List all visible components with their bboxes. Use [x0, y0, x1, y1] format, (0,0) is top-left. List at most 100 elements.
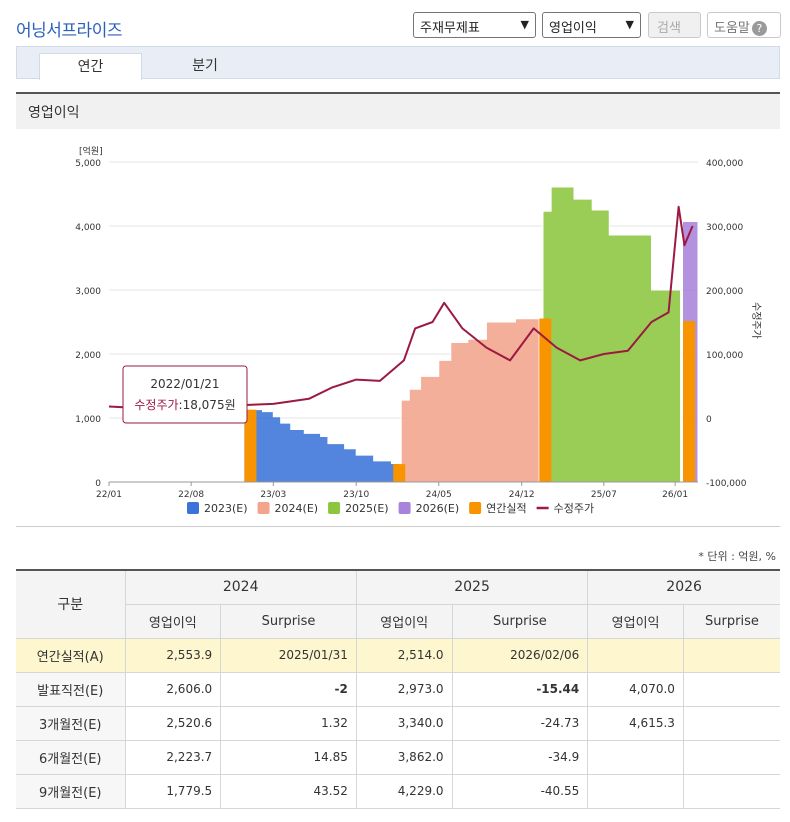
- help-button[interactable]: 도움말?: [707, 12, 781, 38]
- x-tick-label: 25/07: [591, 490, 617, 500]
- surprise-table: 구분 2024 2025 2026 영업이익 Surprise 영업이익 Sur…: [16, 569, 780, 809]
- table-cell: -15.44: [451, 671, 589, 707]
- y-right-tick-label: 0: [706, 415, 712, 425]
- table-cell: [682, 739, 780, 775]
- legend-label: 연간실적: [486, 502, 526, 515]
- table-cell: 2026/02/06: [451, 637, 589, 673]
- table-cell: 4,229.0: [355, 773, 453, 809]
- table-cell: 43.52: [220, 773, 357, 809]
- estimate-area: [542, 186, 682, 483]
- table-cell: [587, 773, 684, 809]
- y-right-tick-label: 200,000: [706, 287, 743, 297]
- table-cell: 3,340.0: [355, 705, 453, 741]
- table-cell: 2,514.0: [355, 637, 453, 673]
- tooltip-label: 수정주가: [134, 398, 178, 412]
- table-cell: [682, 637, 780, 673]
- estimate-area: [243, 409, 400, 483]
- report-type-select[interactable]: 주재무제표 ▼: [413, 12, 536, 38]
- y-right-tick-label: -100,000: [706, 479, 747, 489]
- sub-header: Surprise: [682, 603, 780, 639]
- estimate-area: [400, 316, 540, 483]
- legend-label: 수정주가: [554, 502, 594, 515]
- actual-bar: [244, 409, 257, 482]
- y-left-tick-label: 4,000: [75, 223, 101, 233]
- year-header: 2026: [587, 569, 780, 605]
- sub-header: 영업이익: [587, 603, 684, 639]
- table-cell: 2,520.6: [124, 705, 222, 741]
- table-cell: [587, 637, 684, 673]
- tab-annual[interactable]: 연간: [39, 53, 142, 80]
- y-right-axis-label: 수정주가: [750, 302, 762, 339]
- table-cell: 2,553.9: [124, 637, 222, 673]
- legend-swatch: [187, 502, 199, 514]
- table-row: 9개월전(E) 1,779.5 43.52 4,229.0 -40.55: [16, 773, 780, 809]
- year-header: 2025: [355, 569, 589, 605]
- row-label: 9개월전(E): [16, 773, 126, 809]
- section-title: 영업이익: [16, 92, 780, 129]
- table-cell: 2,223.7: [124, 739, 222, 775]
- table-cell: 3,862.0: [355, 739, 453, 775]
- actual-bar: [683, 321, 696, 482]
- sub-header: Surprise: [451, 603, 589, 639]
- legend-label: 2026(E): [416, 502, 460, 515]
- price-tooltip: [122, 365, 248, 424]
- y-right-tick-label: 100,000: [706, 351, 743, 361]
- y-left-tick-label: 3,000: [75, 287, 101, 297]
- help-icon: ?: [751, 21, 767, 36]
- sub-header: 영업이익: [125, 603, 222, 639]
- report-type-select-value: 주재무제표: [420, 21, 480, 36]
- legend-swatch: [328, 502, 341, 514]
- table-cell: 2025/01/31: [220, 637, 357, 673]
- legend-swatch: [257, 502, 270, 514]
- y-left-unit: [억원]: [79, 145, 103, 157]
- table-cell: [682, 773, 780, 809]
- table-cell: [682, 671, 780, 707]
- legend-swatch: [398, 502, 411, 514]
- row-label: 연간실적(A): [16, 637, 126, 673]
- x-tick-label: 23/03: [260, 490, 286, 500]
- y-right-tick-label: 400,000: [706, 159, 743, 169]
- legend-label: 2025(E): [345, 502, 389, 515]
- year-header: 2024: [124, 569, 357, 605]
- table-cell: 4,615.3: [587, 705, 684, 741]
- row-label: 발표직전(E): [16, 671, 126, 707]
- chevron-down-icon: ▼: [520, 18, 529, 31]
- x-tick-label: 24/05: [426, 490, 452, 500]
- x-tick-label: 22/08: [178, 490, 204, 500]
- actual-bar: [393, 464, 406, 482]
- x-tick-label: 22/01: [96, 490, 122, 500]
- account-item-select-value: 영업이익: [549, 21, 597, 36]
- search-button[interactable]: 검색: [648, 12, 701, 38]
- account-item-select[interactable]: 영업이익 ▼: [542, 12, 641, 38]
- y-left-tick-label: 1,000: [75, 415, 101, 425]
- row-label: 6개월전(E): [16, 739, 126, 775]
- sub-header: Surprise: [220, 603, 357, 639]
- table-cell: -34.9: [451, 739, 589, 775]
- legend-label: 2024(E): [275, 502, 319, 515]
- table-row: 6개월전(E) 2,223.7 14.85 3,862.0 -34.9: [16, 739, 780, 775]
- tab-quarterly[interactable]: 분기: [192, 58, 218, 74]
- x-tick-label: 26/01: [662, 490, 688, 500]
- chevron-down-icon: ▼: [625, 18, 634, 31]
- help-label: 도움말: [714, 21, 750, 36]
- table-group-header: 구분: [16, 569, 126, 639]
- tooltip-number: :18,075원: [179, 398, 236, 412]
- table-cell: 2,606.0: [124, 671, 222, 707]
- table-cell: 1.32: [220, 705, 357, 741]
- legend-swatch: [469, 502, 482, 514]
- chart-svg: 0 1,000 2,000 3,000 4,000 5,000 -100,000 0 100,0…: [75, 145, 762, 515]
- table-cell: -2: [220, 671, 357, 707]
- table-cell: 1,779.5: [124, 773, 222, 809]
- y-right-tick-label: 300,000: [706, 223, 743, 233]
- price-line: [108, 205, 694, 411]
- page-title: 어닝서프라이즈: [16, 21, 122, 41]
- legend-label: 2023(E): [204, 502, 248, 515]
- y-left-tick-label: 5,000: [75, 159, 101, 169]
- earnings-surprise-chart: 0 1,000 2,000 3,000 4,000 5,000 -100,000 0 100,0…: [16, 129, 780, 527]
- table-cell: [587, 739, 684, 775]
- table-cell: [682, 705, 780, 741]
- tooltip-date: 2022/01/21: [150, 377, 219, 391]
- period-tabs: 연간 분기: [16, 46, 780, 80]
- table-cell: 2,973.0: [355, 671, 453, 707]
- table-cell: 4,070.0: [587, 671, 684, 707]
